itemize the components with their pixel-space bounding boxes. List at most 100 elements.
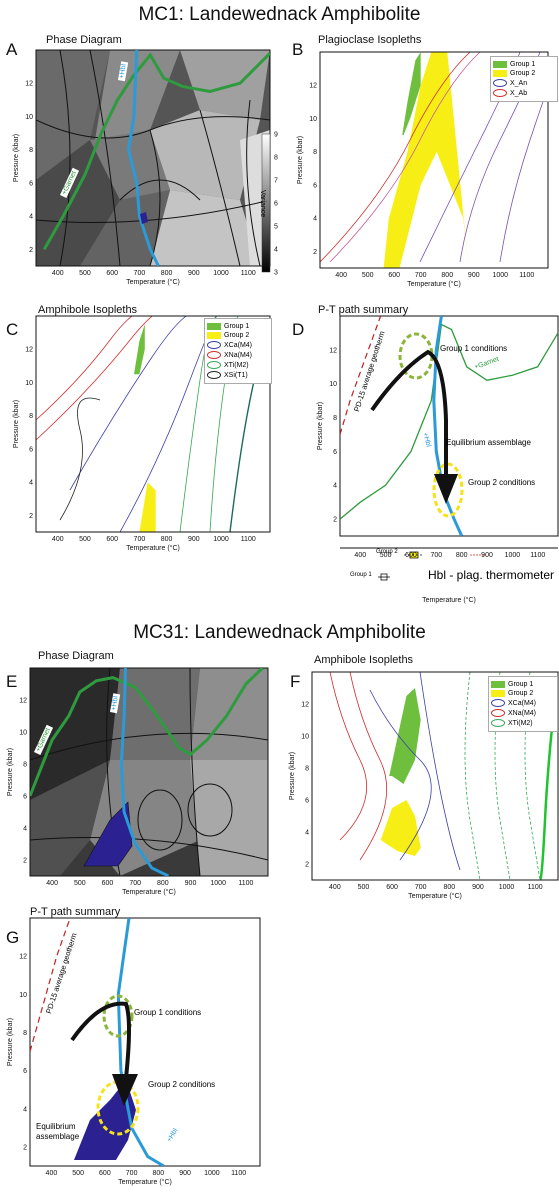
xtick-d-7: 1100 <box>530 552 545 559</box>
boundary-a8 <box>246 99 261 266</box>
isopleth-xca-c1 <box>69 316 200 491</box>
ytick-d-2: 6 <box>333 449 337 456</box>
colorbar <box>261 133 271 273</box>
panel-title-f: Amphibole Isopleths <box>314 654 414 666</box>
xtick-d-0: 400 <box>354 552 366 559</box>
ytick-a-3: 8 <box>29 147 33 154</box>
hbl-out-line-a <box>126 50 160 266</box>
xtick-b-5: 900 <box>468 272 480 279</box>
colorbar-tick-0: 3 <box>274 270 278 277</box>
figure-title-mc31: MC31: Landewednack Amphibolite <box>133 622 426 643</box>
ytick-e-1: 4 <box>23 826 27 833</box>
ytick-c-4: 10 <box>25 380 33 387</box>
legend-c-item-2: Group 2 <box>224 332 250 339</box>
xtick-a-2: 600 <box>106 270 118 277</box>
legend-c-item-6: XSi(T1) <box>224 371 248 379</box>
field-e6 <box>30 760 110 876</box>
isopleth-xca-f2 <box>419 672 461 871</box>
ytick-d-5: 12 <box>329 347 337 354</box>
ytick-c-2: 6 <box>29 446 33 453</box>
geotherm-line-d <box>340 316 382 435</box>
legend-f-swatch-xna <box>491 709 505 717</box>
panel-a-plot <box>36 50 270 266</box>
panel-letter-f: F <box>290 672 301 691</box>
xtick-c-1: 500 <box>79 536 91 543</box>
field-a3 <box>180 50 270 120</box>
xtick-c-0: 400 <box>52 536 64 543</box>
isopleth-xna-f1 <box>329 672 367 841</box>
panel-e-plot <box>30 668 268 876</box>
xtick-c-7: 1100 <box>241 536 256 543</box>
ytick-a-1: 4 <box>29 214 33 221</box>
field-a7 <box>90 130 170 200</box>
xtick-e-2: 600 <box>102 880 114 887</box>
ytick-b-1: 4 <box>313 216 317 223</box>
ytick-a-5: 12 <box>25 81 33 88</box>
xtick-g-7: 1100 <box>231 1170 246 1177</box>
ylabel-f: Pressure (kbar) <box>289 752 296 800</box>
boundary-a3 <box>59 50 71 266</box>
isopleth-xab-b2 <box>329 52 481 263</box>
geotherm-line-g <box>30 918 71 1052</box>
boundary-e3 <box>189 668 201 876</box>
ytick-c-1: 4 <box>29 480 33 487</box>
legend-f-swatch-xca <box>491 699 505 707</box>
ytick-e-2: 6 <box>23 794 27 801</box>
ylabel-b: Pressure (kbar) <box>297 136 304 184</box>
ytick-g-0: 2 <box>23 1144 27 1151</box>
xtick-a-4: 800 <box>161 270 173 277</box>
ytick-b-2: 6 <box>313 182 317 189</box>
isopleth-xca-f1 <box>369 689 432 861</box>
hbl-out-line-e <box>119 668 170 876</box>
ytick-g-5: 12 <box>19 954 27 961</box>
ytick-g-4: 10 <box>19 992 27 999</box>
xtick-e-0: 400 <box>46 880 58 887</box>
isopleth-xna-f2 <box>349 672 388 861</box>
xtick-a-3: 700 <box>134 270 146 277</box>
panel-title-b: Plagioclase Isopleths <box>318 34 422 46</box>
panel-e-frame <box>29 667 269 877</box>
colorbar-tick-3: 6 <box>274 201 278 208</box>
legend-swatch-xan <box>493 79 507 87</box>
garnet-in-line-e <box>30 668 264 797</box>
field-e5 <box>190 760 268 876</box>
colorbar-tick-2: 5 <box>274 224 278 231</box>
xtick-d-2: 600 <box>405 552 417 559</box>
ylabel-e: Pressure (kbar) <box>7 748 14 796</box>
panel-d-frame <box>339 315 559 537</box>
hbl-out-line-d <box>432 316 464 536</box>
boundary-e6 <box>30 837 268 861</box>
pt-path-arrow-d <box>434 474 458 504</box>
ytick-f-2: 6 <box>305 798 309 805</box>
colorbar-gradient <box>261 133 271 273</box>
legend-b-item-1: Group 1 <box>510 61 536 68</box>
xtick-c-5: 900 <box>188 536 200 543</box>
panel-g-plot <box>30 918 165 1166</box>
boundary-a4 <box>149 129 161 266</box>
axis-ticks: 400 500 600 700 800 900 1000 1100 2 4 6 8 10 12 Temper… <box>7 81 545 1186</box>
legend-swatch-xab <box>493 89 507 97</box>
panel-g-frame <box>29 917 261 1167</box>
legend-swatch-group1 <box>493 61 507 68</box>
legend-c-swatch-xna <box>207 351 221 359</box>
xtick-g-3: 700 <box>126 1170 138 1177</box>
xtick-b-6: 1000 <box>492 272 508 279</box>
group-1-field-c <box>134 324 145 375</box>
boundary-e4 <box>137 789 183 851</box>
xtick-e-7: 1100 <box>238 880 253 887</box>
xtick-c-2: 600 <box>106 536 118 543</box>
field-a6 <box>36 140 120 266</box>
xtick-g-1: 500 <box>72 1170 84 1177</box>
legend-c-item-3: XCa(M4) <box>224 341 253 349</box>
figure-title-mc1: MC1: Landewednack Amphibolite <box>138 4 421 25</box>
legend-b-item-2: Group 2 <box>510 70 536 77</box>
legend-c-swatch-xca <box>207 341 221 349</box>
panel-letter-e: E <box>6 672 18 691</box>
ytick-a-2: 6 <box>29 180 33 187</box>
xtick-b-7: 1100 <box>519 272 534 279</box>
panel-letter-b: B <box>292 40 304 59</box>
ytick-a-0: 2 <box>29 247 33 254</box>
legend-f-swatch-g1 <box>491 681 505 688</box>
xtick-g-6: 1000 <box>204 1170 220 1177</box>
legend-c-item-1: Group 1 <box>224 323 250 330</box>
